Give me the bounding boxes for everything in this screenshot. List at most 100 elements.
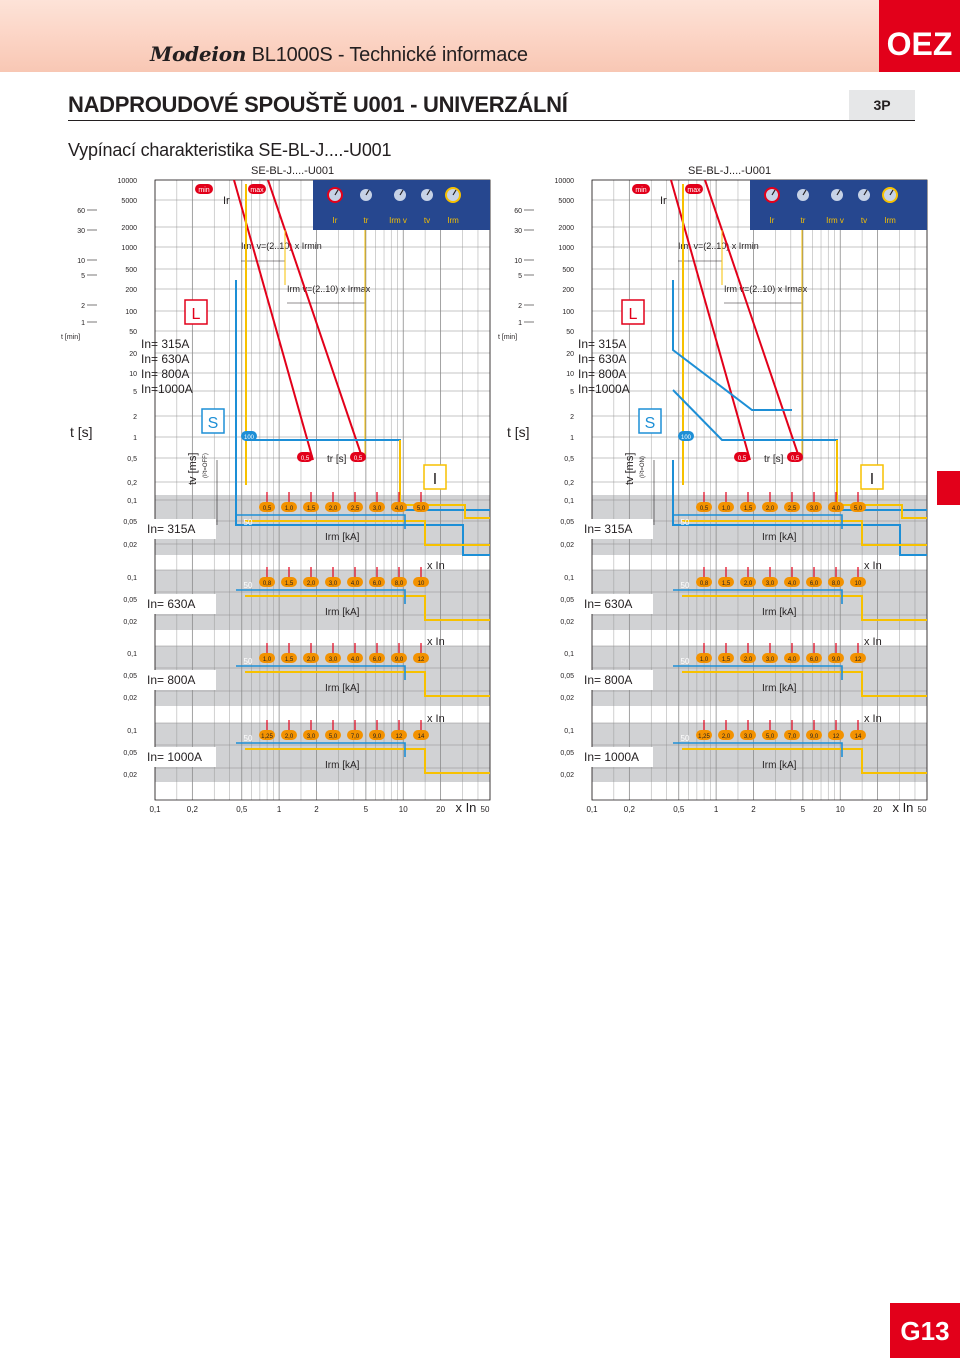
rating-label: In=1000A (141, 382, 193, 396)
min-label: min (635, 187, 646, 194)
irm-value-label: 3,0 (766, 657, 775, 663)
sub-y-tick: 0,05 (560, 673, 574, 680)
irm-value-label: 4,0 (351, 581, 360, 587)
xin-label: x In (427, 713, 445, 725)
knob-label: tv (861, 216, 867, 225)
irm-marker (850, 730, 866, 740)
rating-label: In= 315A (578, 337, 626, 351)
fifty-label: 50 (681, 518, 690, 527)
irm-marker (718, 577, 734, 587)
irm-marker (806, 502, 822, 512)
x-tick-label: 0,2 (187, 805, 199, 814)
irm-value-label: 8,0 (832, 581, 841, 587)
irm-value-label: 0,8 (263, 581, 272, 587)
s-curve-min (235, 280, 490, 556)
irm-value-label: 2,0 (285, 734, 294, 740)
irm-marker (325, 577, 341, 587)
irm-marker (784, 502, 800, 512)
irm-value-label: 10 (418, 581, 425, 587)
irm-value-label: 1,5 (307, 506, 316, 512)
sub-rating-label: In= 800A (584, 673, 632, 687)
irm-value-label: 1,0 (285, 506, 294, 512)
irm-value-label: 1,0 (700, 657, 709, 663)
irm-marker (740, 577, 756, 587)
sub-rating-label: In= 630A (147, 597, 195, 611)
page-number: G13 (890, 1303, 960, 1358)
irm-value-label: 3,0 (307, 734, 316, 740)
l-curve-min (670, 179, 751, 461)
knob-pointer (836, 189, 841, 196)
characteristic-subtitle: Vypínací charakteristika SE-BL-J....-U00… (68, 140, 392, 160)
irm-marker (413, 577, 429, 587)
fifty-label: 50 (244, 581, 253, 590)
series-name: BL1000S - Technické informace (251, 44, 528, 66)
y-tick-label: 1 (133, 435, 137, 442)
irm-yellow-curve (245, 671, 490, 697)
irm-value-label: 6,0 (373, 657, 382, 663)
irm-marker (347, 653, 363, 663)
irm-value-label: 7,0 (351, 734, 360, 740)
irm-value-label: 12 (855, 657, 862, 663)
irm-yellow-curve (682, 595, 927, 621)
irm-marker (828, 502, 844, 512)
knob-pointer (863, 189, 868, 196)
t-axis-label: t [s] (507, 424, 530, 440)
tv-mark-label: 100 (244, 435, 255, 441)
max-label: max (687, 187, 701, 194)
sub-y-tick: 0,1 (127, 728, 137, 735)
irm-value-label: 1,5 (722, 581, 731, 587)
irm-value-label: 3,0 (766, 581, 775, 587)
irm-yellow-curve (245, 595, 490, 621)
poles-badge: 3P (849, 90, 915, 120)
y-tick-label: 500 (125, 267, 137, 274)
tmin-axis-label: t [min] (498, 334, 517, 341)
irm-value-label: 14 (418, 734, 425, 740)
min-tick-label: 60 (77, 208, 85, 215)
xin-label: x In (864, 560, 882, 572)
tr-label: tr [s] (764, 454, 784, 465)
irm-value-label: 6,0 (373, 581, 382, 587)
irm-marker (325, 730, 341, 740)
y-tick-label: 0,2 (127, 480, 137, 487)
y-tick-label: 50 (129, 329, 137, 336)
tr-marker-max (787, 452, 803, 462)
irm-yellow-curve (245, 748, 490, 774)
min-tick-label: 30 (514, 228, 522, 235)
min-label: min (198, 187, 209, 194)
irm-value-label: 6,0 (810, 657, 819, 663)
irm-value-label: 3,0 (810, 506, 819, 512)
irm-value-label: 3,0 (744, 734, 753, 740)
irm-value-label: 9,0 (395, 657, 404, 663)
x-tick-label: x In (455, 800, 476, 815)
irm-value-label: 4,0 (832, 506, 841, 512)
irmv-max-label: Irm v=(2..10) x Irmax (724, 284, 808, 294)
irm-label: Irm [kA] (762, 532, 797, 543)
irm-marker (281, 730, 297, 740)
irm-marker (850, 577, 866, 587)
irm-yellow-curve (245, 520, 490, 546)
knob-label: tv (424, 216, 430, 225)
min-tick-label: 10 (77, 258, 85, 265)
irm-marker (784, 577, 800, 587)
sub-y-tick: 0,1 (127, 575, 137, 582)
irm-marker (740, 653, 756, 663)
zone-i-label: I (870, 471, 874, 488)
irm-value-label: 1,25 (261, 734, 273, 740)
irm-marker (325, 502, 341, 512)
irm-blue-curve (236, 514, 406, 529)
knob-pointer (365, 189, 370, 196)
max-pill (248, 184, 266, 194)
irm-label: Irm [kA] (325, 683, 360, 694)
chart-right: 10000 5000 2000 1000 500 200 100 50 20 10 5 2 1 0,5 0,… (492, 160, 932, 820)
irm-marker (806, 730, 822, 740)
irm-marker (281, 502, 297, 512)
x-tick-label: 10 (399, 805, 408, 814)
irm-marker (281, 577, 297, 587)
min-tick-label: 1 (81, 320, 85, 327)
irm-marker (740, 502, 756, 512)
zone-l-label: L (192, 306, 201, 323)
irm-value-label: 5,0 (329, 734, 338, 740)
min-tick-label: 2 (81, 303, 85, 310)
sub-y-tick: 0,05 (123, 673, 137, 680)
irm-marker (413, 730, 429, 740)
